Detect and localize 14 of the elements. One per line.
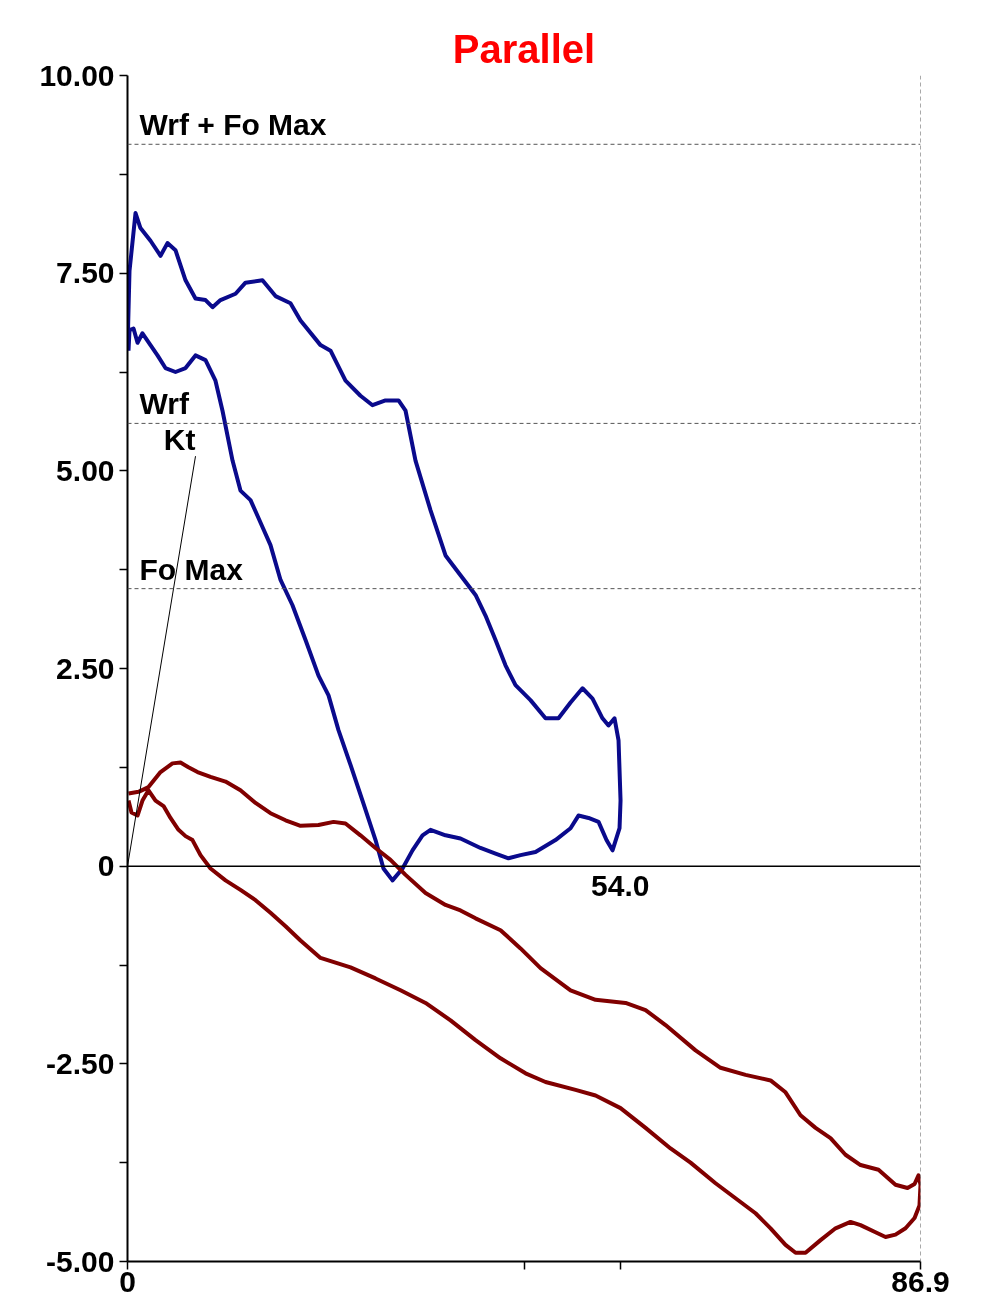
- chart-title: Parallel: [452, 26, 596, 71]
- y-tick-label: 0: [97, 849, 115, 883]
- y-tick-label: -2.50: [46, 1046, 115, 1080]
- y-tick-label: 2.50: [56, 651, 115, 685]
- ref-line-label: Fo Max: [139, 552, 244, 586]
- annotation: 54.0: [591, 869, 650, 903]
- y-tick-label: 7.50: [56, 256, 115, 290]
- y-tick-label: -5.00: [46, 1244, 115, 1278]
- ref-line-label: Wrf: [139, 387, 190, 421]
- annotation: Kt: [163, 423, 196, 457]
- y-tick-label: 10.00: [39, 58, 115, 92]
- y-tick-label: 5.00: [56, 453, 115, 487]
- ref-line-label: Wrf + Fo Max: [139, 108, 327, 142]
- x-tick-label: 86.9: [891, 1264, 950, 1298]
